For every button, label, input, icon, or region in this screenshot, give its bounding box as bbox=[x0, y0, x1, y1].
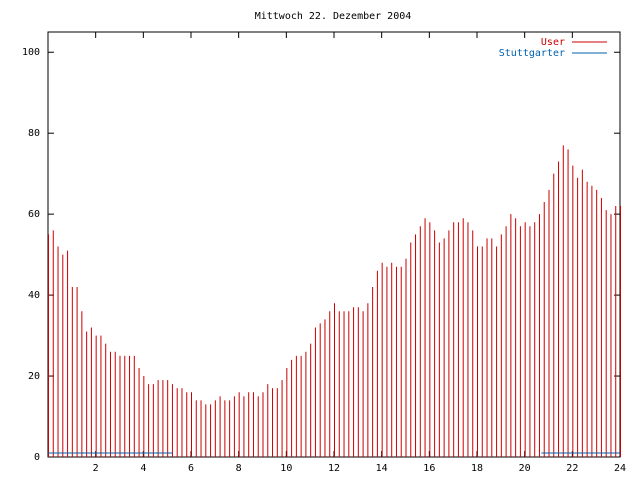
x-tick-label: 18 bbox=[471, 463, 483, 474]
x-tick-label: 8 bbox=[236, 463, 242, 474]
x-tick-label: 16 bbox=[423, 463, 435, 474]
x-tick-label: 12 bbox=[328, 463, 340, 474]
y-tick-label: 20 bbox=[28, 371, 40, 382]
y-tick-label: 80 bbox=[28, 128, 40, 139]
chart-title: Mittwoch 22. Dezember 2004 bbox=[255, 11, 412, 22]
x-tick-label: 2 bbox=[93, 463, 99, 474]
y-tick-label: 0 bbox=[34, 452, 40, 463]
x-tick-label: 10 bbox=[280, 463, 292, 474]
y-tick-label: 60 bbox=[28, 209, 40, 220]
x-tick-label: 14 bbox=[376, 463, 388, 474]
y-tick-label: 40 bbox=[28, 290, 40, 301]
x-tick-label: 20 bbox=[519, 463, 531, 474]
x-tick-label: 24 bbox=[614, 463, 626, 474]
x-tick-label: 22 bbox=[566, 463, 578, 474]
x-tick-label: 4 bbox=[140, 463, 146, 474]
y-tick-label: 100 bbox=[22, 47, 40, 58]
x-tick-label: 6 bbox=[188, 463, 194, 474]
legend-label: User bbox=[541, 37, 565, 48]
legend-label: Stuttgarter bbox=[499, 48, 565, 59]
